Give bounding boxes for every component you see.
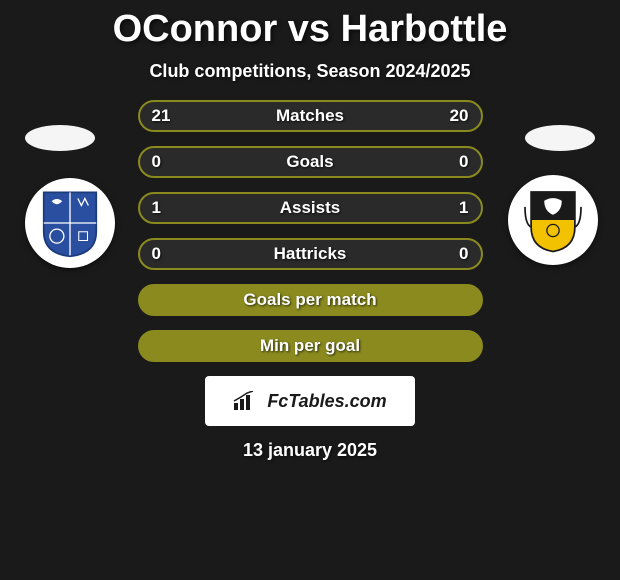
shield-icon <box>35 188 105 258</box>
stat-bar: Min per goal <box>138 330 483 362</box>
stat-value-right: 0 <box>459 244 468 264</box>
stats-bars: Matches2120Goals00Assists11Hattricks00Go… <box>138 100 483 362</box>
stat-value-left: 0 <box>152 244 161 264</box>
stat-bar: Hattricks 0 0 <box>138 238 483 270</box>
stat-value-right: 1 <box>459 198 468 218</box>
stat-label: Hattricks <box>274 244 347 264</box>
stat-label: Goals <box>286 152 333 172</box>
club-crest-right <box>508 175 598 265</box>
brand-box: FcTables.com <box>205 376 415 426</box>
brand-text: FcTables.com <box>267 391 386 412</box>
stat-label: Min per goal <box>260 336 360 356</box>
club-crest-left <box>25 178 115 268</box>
stat-value-left: 0 <box>152 152 161 172</box>
subtitle: Club competitions, Season 2024/2025 <box>0 61 620 82</box>
stat-label: Goals per match <box>243 290 376 310</box>
chart-icon <box>233 391 261 411</box>
stat-value-left: 21 <box>152 106 171 126</box>
shield-icon <box>518 185 588 255</box>
stat-bar: Matches 21 20 <box>138 100 483 132</box>
stat-value-right: 0 <box>459 152 468 172</box>
stat-label: Matches <box>276 106 344 126</box>
avatar-right <box>525 125 595 151</box>
avatar-left <box>25 125 95 151</box>
stat-value-left: 1 <box>152 198 161 218</box>
stat-bar: Assists 1 1 <box>138 192 483 224</box>
stat-bar: Goals per match <box>138 284 483 316</box>
stat-value-right: 20 <box>450 106 469 126</box>
date: 13 january 2025 <box>0 440 620 461</box>
page-title: OConnor vs Harbottle <box>0 0 620 51</box>
stat-bar: Goals 0 0 <box>138 146 483 178</box>
stat-label: Assists <box>280 198 340 218</box>
